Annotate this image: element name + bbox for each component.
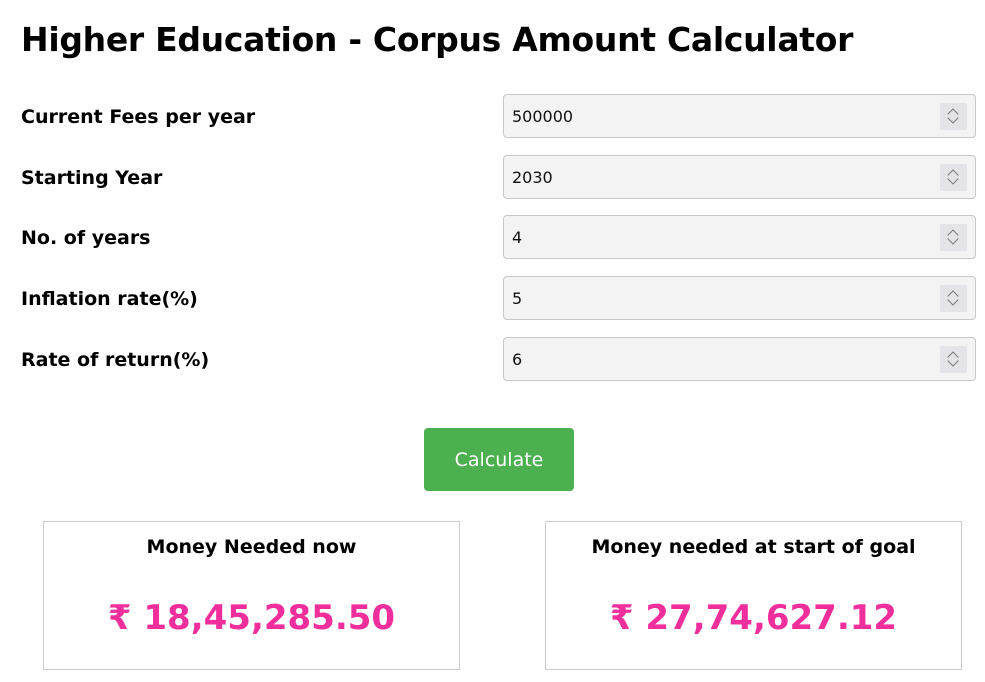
starting-year-input[interactable] xyxy=(504,156,942,198)
rate-of-return-input-box xyxy=(503,337,976,381)
field-label: Rate of return(%) xyxy=(21,349,210,371)
spinner-icon[interactable] xyxy=(940,164,967,191)
inflation-rate-input-box xyxy=(503,276,976,320)
no-of-years-input-box xyxy=(503,215,976,259)
spinner-icon[interactable] xyxy=(940,346,967,373)
field-row-current-fees: Current Fees per year xyxy=(0,94,985,140)
calculate-button[interactable]: Calculate xyxy=(424,428,574,491)
result-label: Money needed at start of goal xyxy=(591,536,916,558)
field-label: No. of years xyxy=(21,227,151,249)
spinner-icon[interactable] xyxy=(940,103,967,130)
result-card-money-needed-now: Money Needed now ₹ 18,45,285.50 xyxy=(43,521,460,670)
current-fees-input[interactable] xyxy=(504,95,942,137)
rate-of-return-input[interactable] xyxy=(504,338,942,380)
field-row-rate-of-return: Rate of return(%) xyxy=(0,337,985,383)
result-label: Money Needed now xyxy=(146,536,357,558)
no-of-years-input[interactable] xyxy=(504,216,942,258)
field-label: Current Fees per year xyxy=(21,106,256,128)
inflation-rate-input[interactable] xyxy=(504,277,942,319)
field-row-inflation-rate: Inflation rate(%) xyxy=(0,276,985,322)
field-row-starting-year: Starting Year xyxy=(0,155,985,201)
result-amount: ₹ 27,74,627.12 xyxy=(609,598,898,638)
result-card-money-needed-at-start: Money needed at start of goal ₹ 27,74,62… xyxy=(545,521,962,670)
field-label: Starting Year xyxy=(21,167,163,189)
field-label: Inflation rate(%) xyxy=(21,288,198,310)
field-row-no-of-years: No. of years xyxy=(0,215,985,261)
spinner-icon[interactable] xyxy=(940,224,967,251)
result-amount: ₹ 18,45,285.50 xyxy=(107,598,396,638)
starting-year-input-box xyxy=(503,155,976,199)
current-fees-input-box xyxy=(503,94,976,138)
spinner-icon[interactable] xyxy=(940,285,967,312)
page-title: Higher Education - Corpus Amount Calcula… xyxy=(21,20,854,59)
